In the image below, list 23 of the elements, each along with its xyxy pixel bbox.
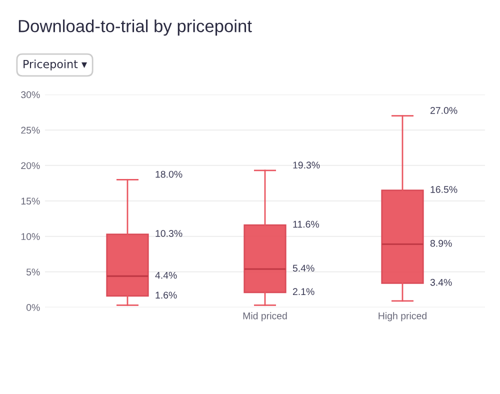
text: Pricepoint ▾ xyxy=(24,60,88,70)
text: 10.3% xyxy=(156,230,182,237)
text: 8.9% xyxy=(430,240,452,247)
y-tick-label: 25% xyxy=(21,126,40,134)
x-tick-label: High priced xyxy=(378,312,426,322)
y-tick-label: 10% xyxy=(21,233,40,240)
chart-title: Download-to-trial by pricepoint xyxy=(18,19,252,36)
text: 11.6% xyxy=(293,220,320,228)
text: 18.0% xyxy=(156,170,182,178)
y-tick-label: 20% xyxy=(21,162,40,170)
text: 16.5% xyxy=(430,186,458,193)
x-tick-label: Mid priced xyxy=(243,312,287,322)
text: 19.3% xyxy=(293,162,320,169)
text: 1.6% xyxy=(156,292,177,299)
y-tick-label: 30% xyxy=(21,91,40,98)
y-tick-label: 15% xyxy=(21,198,40,205)
text: 3.4% xyxy=(430,278,452,286)
y-tick-label: 0% xyxy=(26,304,40,311)
text: 5.4% xyxy=(292,264,314,272)
text: 2.1% xyxy=(292,288,314,295)
text: 27.0% xyxy=(430,107,458,114)
text: 4.4% xyxy=(155,272,177,279)
y-tick-label: 5% xyxy=(26,268,40,276)
